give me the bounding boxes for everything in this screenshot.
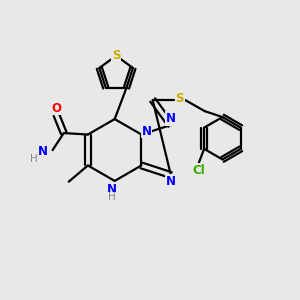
Text: N: N (166, 112, 176, 125)
Text: Cl: Cl (192, 164, 205, 177)
Text: N: N (142, 124, 152, 137)
Text: N: N (166, 175, 176, 188)
Text: H: H (30, 154, 38, 164)
Text: S: S (176, 92, 184, 105)
Text: H: H (108, 192, 116, 202)
Text: O: O (51, 102, 62, 115)
Text: N: N (107, 183, 117, 196)
Text: S: S (112, 49, 120, 62)
Text: N: N (38, 145, 48, 158)
